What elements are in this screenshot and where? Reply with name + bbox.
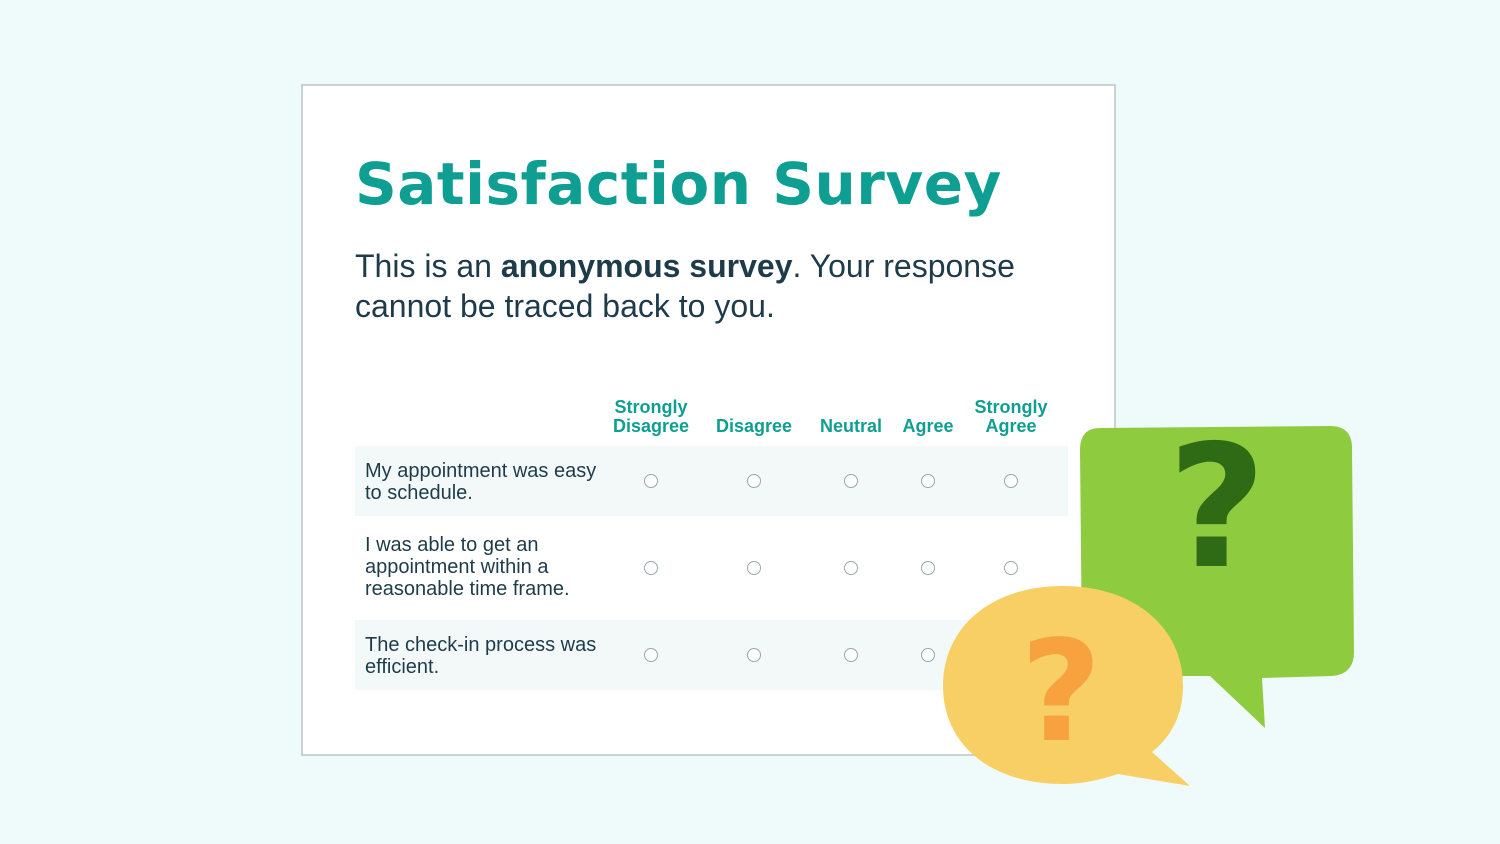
radio-disagree[interactable] — [747, 474, 761, 488]
question-row-2: I was able to get an appointment within … — [355, 516, 1068, 620]
column-header-neutral: Neutral — [819, 416, 883, 436]
question-row-1: My appointment was easy to schedule. — [355, 446, 1068, 516]
question-label: My appointment was easy to schedule. — [365, 460, 597, 504]
green-question-mark: ? — [1168, 409, 1267, 607]
column-header-strongly-agree: Strongly Agree — [974, 397, 1048, 436]
radio-strongly-disagree[interactable] — [644, 561, 658, 575]
radio-neutral[interactable] — [844, 648, 858, 662]
intro-text-bold: anonymous survey — [500, 248, 793, 284]
question-label: I was able to get an appointment within … — [365, 534, 570, 600]
radio-neutral[interactable] — [844, 474, 858, 488]
yellow-question-bubble-icon: ? — [943, 586, 1190, 786]
intro-text-start: This is an — [355, 248, 501, 284]
column-header-agree: Agree — [902, 416, 954, 436]
survey-intro: This is an anonymous survey. Your respon… — [355, 246, 1035, 326]
column-header-disagree: Disagree — [715, 416, 793, 436]
radio-strongly-disagree[interactable] — [644, 474, 658, 488]
radio-neutral[interactable] — [844, 561, 858, 575]
radio-strongly-agree[interactable] — [1004, 561, 1018, 575]
question-label: The check-in process was efficient. — [365, 634, 597, 678]
radio-disagree[interactable] — [747, 648, 761, 662]
column-header-strongly-disagree: Strongly Disagree — [612, 397, 690, 436]
intro-text-end: . Your response cannot be traced back to… — [355, 248, 1015, 324]
radio-agree[interactable] — [921, 474, 935, 488]
radio-strongly-disagree[interactable] — [644, 648, 658, 662]
survey-card: Satisfaction Survey This is an anonymous… — [301, 84, 1116, 756]
radio-disagree[interactable] — [747, 561, 761, 575]
survey-title: Satisfaction Survey — [355, 150, 1002, 218]
radio-strongly-agree[interactable] — [1004, 474, 1018, 488]
yellow-bubble-shape — [943, 586, 1190, 786]
radio-agree[interactable] — [921, 561, 935, 575]
radio-agree[interactable] — [921, 648, 935, 662]
orange-question-mark: ? — [1020, 611, 1101, 774]
